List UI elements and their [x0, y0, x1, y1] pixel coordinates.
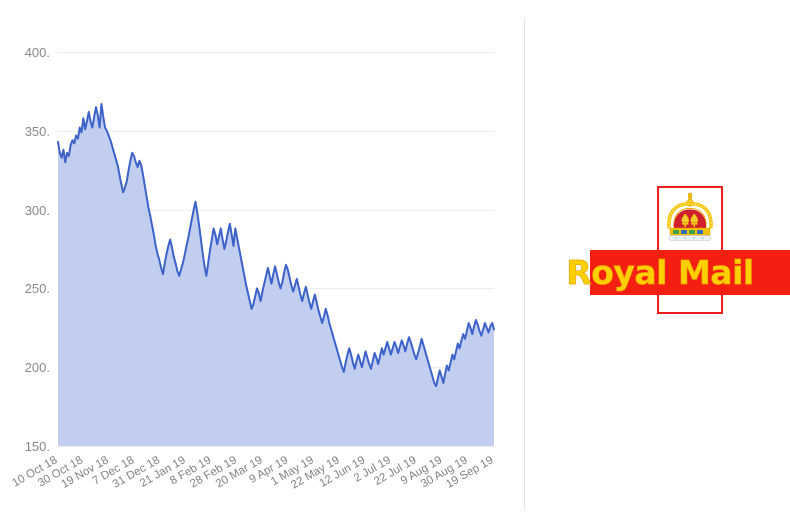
y-axis-tick-labels: 150. 200. 250. 300. 350. 400. [25, 45, 50, 454]
royal-mail-logo: Royal Mail [557, 186, 790, 315]
logo-cross-horizontal-bar [590, 250, 790, 295]
y-axis-tick-label: 350. [25, 124, 50, 139]
crown-svg [667, 192, 713, 241]
royal-crown-icon [663, 192, 717, 248]
y-axis-tick-label: 150. [25, 439, 50, 454]
y-axis-tick-label: 250. [25, 281, 50, 296]
brand-wordmark: Royal Mail [566, 253, 755, 293]
y-axis-tick-label: 300. [25, 203, 50, 218]
price-line [57, 103, 495, 388]
share-price-chart: 150. 200. 250. 300. 350. 400. 10 Oct 18 30 Oct… [10, 45, 495, 491]
price-line-path [57, 103, 495, 388]
vertical-divider [524, 18, 525, 510]
area-fill-path [58, 104, 494, 446]
royal-mail-logo-panel: Royal Mail [524, 0, 790, 527]
y-axis-tick-label: 200. [25, 360, 50, 375]
area-fill [58, 104, 494, 446]
y-axis-tick-label: 400. [25, 45, 50, 60]
